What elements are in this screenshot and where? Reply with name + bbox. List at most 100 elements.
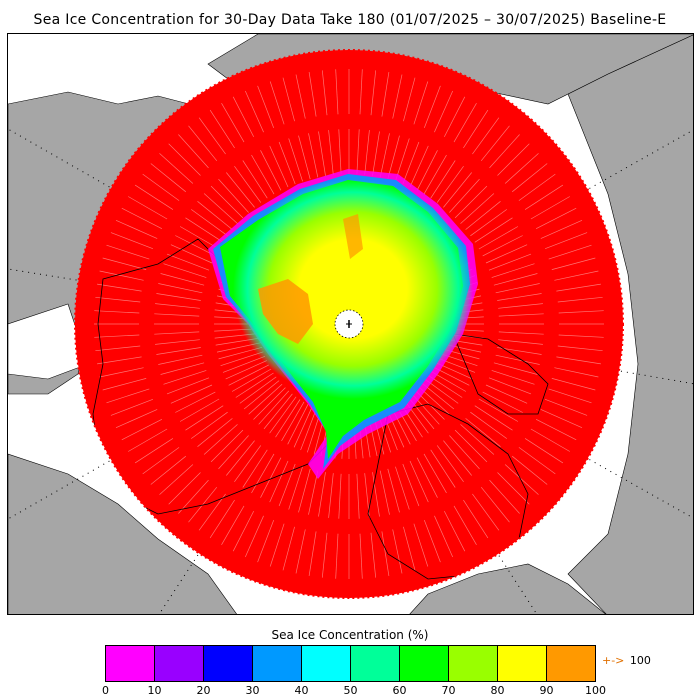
colorbar-tick-label: 60	[392, 684, 407, 697]
colorbar-segment	[252, 645, 302, 682]
hatch-line	[218, 178, 249, 213]
hatch-line	[128, 196, 168, 220]
hatch-line	[198, 493, 226, 531]
hatch-line	[253, 387, 286, 420]
hatch-line	[535, 207, 577, 230]
hatch-line	[518, 173, 556, 201]
hatch-line	[99, 270, 144, 281]
hatch-line	[530, 196, 570, 220]
hatch-line	[150, 163, 187, 193]
hatch-line	[318, 472, 326, 517]
hatch-line	[295, 74, 306, 119]
hatch-line	[228, 364, 269, 386]
hatch-line	[557, 345, 603, 352]
land-asia-east	[567, 34, 693, 614]
hatch-line	[95, 345, 141, 352]
hatch-line	[409, 460, 429, 503]
colorbar-tick-label: 30	[245, 684, 260, 697]
hatch-line	[203, 424, 238, 455]
hatch-line	[403, 77, 416, 122]
hatch-line	[190, 209, 228, 237]
hatch-line	[551, 257, 596, 270]
colorbar	[105, 645, 596, 682]
colorbar-segment	[301, 645, 351, 682]
hatch-line	[443, 172, 472, 208]
hatch-line	[372, 472, 380, 517]
hatch-line	[251, 453, 275, 494]
hatch-line	[488, 377, 532, 395]
hatch-line	[497, 472, 530, 505]
hatch-line	[434, 515, 454, 558]
hatch-line	[278, 141, 296, 185]
hatch-line	[260, 150, 282, 191]
swath-disc	[74, 49, 624, 599]
hatch-line	[257, 519, 275, 563]
hatch-line	[544, 232, 588, 250]
hatch-line	[524, 438, 564, 464]
hatch-line	[234, 165, 262, 203]
hatch-line	[210, 185, 244, 219]
hatch-line	[282, 526, 295, 571]
hatch-line	[308, 470, 319, 515]
hatch-line	[556, 356, 601, 365]
colorbar-tick-label: 50	[343, 684, 358, 697]
hatch-line	[158, 354, 203, 365]
hatch-line	[328, 130, 334, 175]
hatch-line	[551, 378, 596, 391]
hatch-line	[548, 244, 592, 260]
hatch-line	[275, 399, 301, 438]
hatch-line	[170, 384, 213, 404]
hatch-line	[178, 479, 209, 514]
hatch-line	[235, 372, 274, 398]
hatch-line	[269, 523, 285, 567]
pole-hole-icon	[334, 309, 364, 339]
hatch-line	[495, 354, 540, 365]
colorbar-segment	[497, 645, 547, 682]
hatch-line	[381, 72, 390, 117]
land-europe-south	[409, 563, 606, 614]
colorbar-tick-label: 20	[196, 684, 211, 697]
hatch-line	[436, 445, 464, 483]
hatch-line	[308, 133, 319, 178]
hatch-line	[478, 226, 519, 250]
hatch-line	[295, 529, 306, 574]
hatch-line	[372, 131, 380, 176]
hatch-line	[453, 505, 477, 545]
colorbar-segment	[154, 645, 204, 682]
hatch-line	[554, 367, 599, 378]
hatch-line	[106, 388, 150, 404]
hatch-line	[222, 355, 266, 373]
hatch-line	[154, 313, 200, 317]
hatch-line	[156, 347, 201, 355]
hatch-line	[163, 370, 207, 385]
hatch-line	[308, 72, 317, 117]
hatch-line	[434, 90, 454, 133]
hatch-line	[221, 505, 245, 545]
hatch-line	[402, 463, 420, 507]
hatch-line	[220, 351, 264, 367]
hatch-line	[166, 377, 210, 395]
hatch-line	[142, 173, 180, 201]
ice-orange-streak	[343, 214, 363, 259]
hatch-line	[300, 407, 318, 451]
pacific-ocean-gap	[8, 303, 89, 380]
hatch-line	[554, 270, 599, 281]
hatch-line	[356, 473, 360, 519]
hatch-line	[281, 401, 305, 442]
hatch-line	[288, 466, 303, 510]
hatch-line	[544, 398, 588, 416]
hatch-line	[298, 468, 311, 513]
hatch-line	[99, 367, 144, 378]
hatch-line	[158, 283, 203, 294]
hatch-line	[498, 331, 544, 335]
hatch-line	[168, 472, 201, 505]
hatch-line	[524, 184, 564, 210]
hatch-line	[155, 339, 200, 345]
hatch-line	[485, 384, 528, 404]
hatch-line	[163, 263, 207, 278]
hatch-line	[423, 519, 441, 563]
hatch-line	[106, 244, 150, 260]
hatch-line	[269, 81, 285, 125]
hatch-line	[497, 293, 542, 301]
hatch-line	[269, 460, 289, 503]
